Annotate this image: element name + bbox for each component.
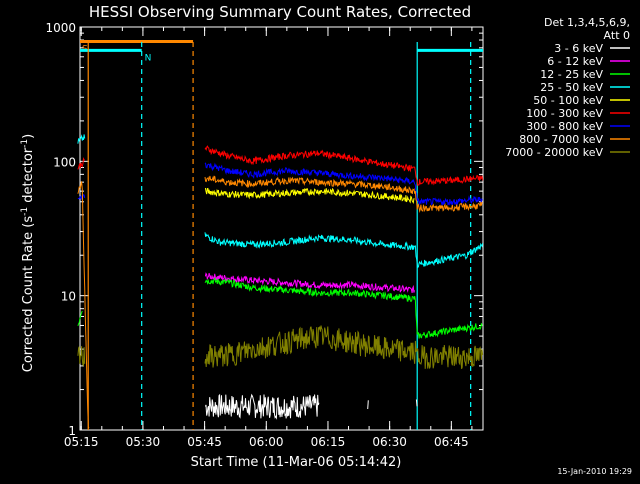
legend-entry-label: 7000 - 20000 keV	[505, 146, 603, 159]
y-axis-label-part1: Corrected Count Rate (s	[21, 216, 36, 373]
legend-entry-label: 50 - 100 keV	[533, 94, 603, 107]
y-tick-label: 1000	[45, 21, 76, 35]
vertical-markers	[87, 42, 472, 430]
legend-entry-label: 6 - 12 keV	[547, 55, 603, 68]
series-line	[204, 393, 418, 420]
x-tick-label: 05:45	[187, 435, 222, 449]
legend-header-attenuator: Att 0	[604, 29, 630, 42]
legend-entry-label: 12 - 25 keV	[540, 68, 603, 81]
x-tick-label: 05:30	[126, 435, 161, 449]
series-lines	[77, 134, 484, 430]
legend-header-detectors: Det 1,3,4,5,6,9,	[544, 16, 630, 29]
legend-entry-label: 3 - 6 keV	[554, 42, 603, 55]
x-tick-labels: 05:15 05:30 05:45 06:00 06:15 06:30 06:45	[64, 435, 469, 449]
x-tick-label: 05:15	[64, 435, 99, 449]
y-axis-label: Corrected Count Rate (s-1 detector-1)	[20, 134, 36, 372]
y-axis-label-sup1: -1	[20, 207, 30, 216]
y-tick-label: 1	[68, 424, 76, 438]
x-tick-label: 06:15	[311, 435, 346, 449]
x-tick-label: 06:00	[249, 435, 284, 449]
x-tick-label: 06:30	[372, 435, 407, 449]
chart-title: HESSI Observing Summary Count Rates, Cor…	[89, 3, 471, 21]
legend-entry-label: 800 - 7000 keV	[519, 133, 603, 146]
y-tick-label: 10	[61, 290, 76, 304]
x-tick-label: 06:45	[434, 435, 469, 449]
plot-frame	[79, 26, 484, 431]
series-line	[77, 175, 483, 430]
x-axis-label: Start Time (11-Mar-06 05:14:42)	[191, 455, 402, 470]
y-tick-label: 100	[53, 155, 76, 169]
legend-entry-label: 300 - 800 keV	[526, 120, 603, 133]
series-line	[77, 162, 483, 207]
y-axis-label-sup2: -1	[20, 139, 30, 148]
series-line	[77, 277, 483, 340]
flag-label: N	[145, 53, 152, 63]
legend-entry-label: 100 - 300 keV	[526, 107, 603, 120]
series-line	[77, 325, 484, 369]
date-stamp: 15-Jan-2010 19:29	[557, 467, 632, 476]
legend-entry-label: 25 - 50 keV	[540, 81, 603, 94]
series-line	[204, 272, 415, 293]
y-axis-label-part2: detector	[21, 147, 36, 207]
axes	[79, 26, 484, 431]
flag-bars: SN	[80, 39, 483, 63]
series-line	[77, 145, 484, 187]
series-line	[77, 134, 484, 268]
series-line	[204, 187, 415, 205]
y-axis-label-part3: )	[21, 134, 36, 139]
y-tick-labels: 1 10 100 1000	[45, 21, 76, 438]
